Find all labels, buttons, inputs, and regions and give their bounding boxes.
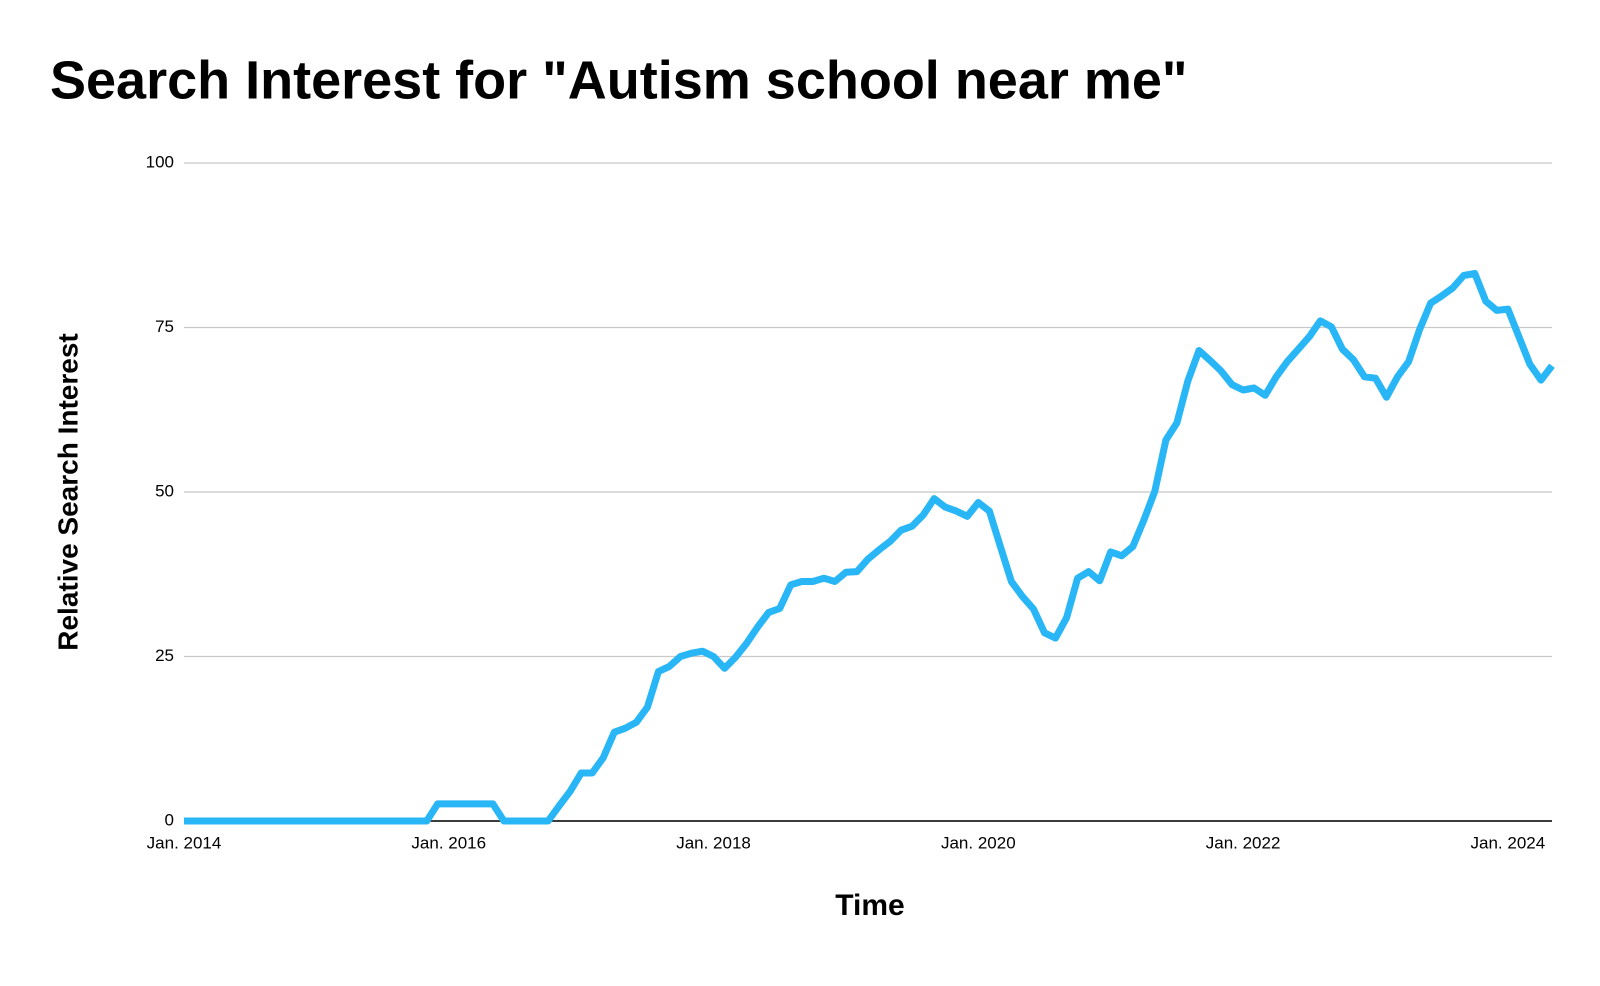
y-tick-label: 0 [165,810,174,829]
y-tick-label: 25 [155,646,174,665]
chart-title: Search Interest for "Autism school near … [50,50,1188,110]
x-tick-label: Jan. 2016 [411,833,486,852]
x-tick-label: Jan. 2022 [1206,833,1281,852]
y-tick-label: 50 [155,481,174,500]
x-tick-label: Jan. 2024 [1471,833,1546,852]
x-tick-label: Jan. 2018 [676,833,751,852]
y-axis-label: Relative Search Interest [52,333,83,651]
x-tick-label: Jan. 2014 [147,833,222,852]
x-tick-label: Jan. 2020 [941,833,1016,852]
data-line [184,270,1555,825]
y-tick-label: 100 [146,152,174,171]
x-axis-label: Time [835,889,904,922]
y-tick-label: 75 [155,317,174,336]
